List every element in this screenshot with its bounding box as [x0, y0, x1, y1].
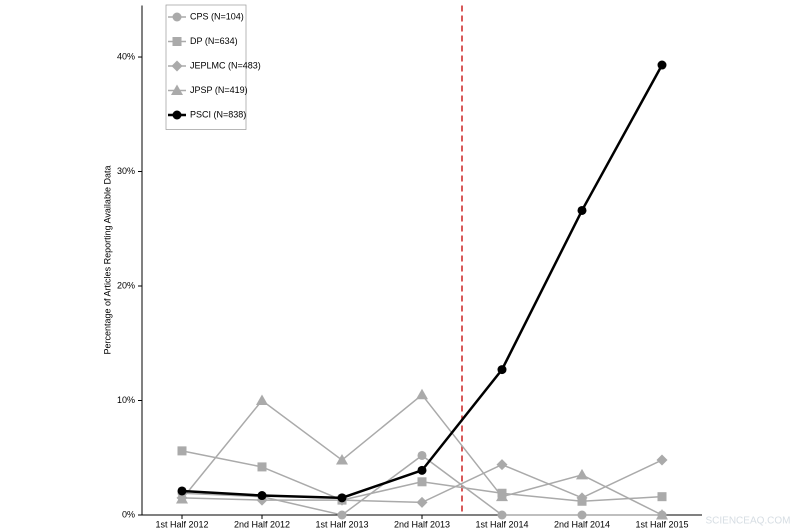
- legend-marker: [171, 84, 183, 95]
- point: [176, 492, 188, 504]
- point: [337, 510, 347, 520]
- point: [576, 492, 588, 504]
- y-tick-label: 10%: [117, 395, 135, 405]
- point: [177, 446, 187, 456]
- legend-label: CPS (N=104): [190, 11, 244, 21]
- legend-box: [165, 4, 247, 130]
- point: [496, 459, 508, 471]
- legend-marker: [172, 12, 182, 22]
- point: [656, 509, 668, 520]
- x-tick-label: 1st Half 2013: [315, 519, 368, 529]
- point: [417, 477, 427, 487]
- legend-marker: [172, 37, 182, 46]
- legend-label: JEPLMC (N=483): [190, 60, 261, 70]
- x-tick-label: 2nd Half 2013: [394, 519, 450, 529]
- watermark: SCIENCEAQ.COM: [705, 516, 790, 527]
- legend-label: PSCI (N=838): [190, 109, 246, 119]
- y-axis-label: Percentage of Articles Reporting Availab…: [102, 166, 112, 355]
- point: [496, 490, 508, 502]
- point: [576, 468, 588, 480]
- legend-label: JPSP (N=419): [190, 85, 248, 95]
- point: [416, 496, 428, 508]
- legend-marker: [172, 110, 182, 120]
- x-tick-label: 1st Half 2012: [155, 519, 208, 529]
- point: [577, 205, 587, 215]
- point: [336, 454, 348, 465]
- point: [257, 491, 267, 501]
- y-tick-label: 20%: [117, 280, 135, 290]
- y-tick-label: 40%: [117, 51, 135, 61]
- point: [497, 365, 507, 375]
- point: [177, 486, 187, 496]
- point: [657, 60, 667, 70]
- point: [657, 492, 667, 502]
- y-tick-label: 0%: [122, 509, 135, 519]
- x-tick-label: 2nd Half 2012: [234, 519, 290, 529]
- series-line: [181, 64, 664, 500]
- point: [656, 454, 668, 466]
- legend-label: DP (N=634): [190, 36, 238, 46]
- point: [417, 465, 427, 475]
- point: [337, 493, 347, 503]
- x-tick-label: 1st Half 2015: [635, 519, 688, 529]
- point: [416, 388, 428, 400]
- legend-marker: [171, 60, 183, 72]
- y-tick-label: 30%: [117, 166, 135, 176]
- point: [417, 450, 427, 460]
- point: [497, 510, 507, 520]
- point: [577, 510, 587, 520]
- x-tick-label: 1st Half 2014: [475, 519, 528, 529]
- point: [257, 462, 267, 472]
- x-tick-label: 2nd Half 2014: [554, 519, 610, 529]
- point: [256, 394, 268, 406]
